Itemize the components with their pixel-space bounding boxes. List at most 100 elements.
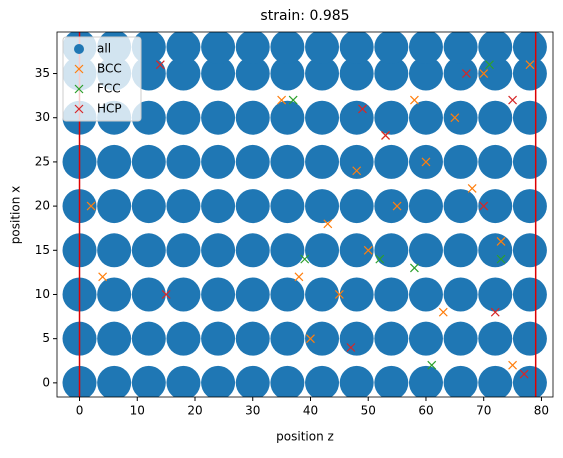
point [235, 56, 270, 91]
series-all [62, 32, 547, 397]
x-tick-label: 30 [245, 404, 260, 418]
legend-label: BCC [97, 62, 122, 76]
marker [479, 201, 489, 211]
marker [438, 307, 448, 317]
point [235, 277, 270, 312]
point [408, 277, 443, 312]
point [512, 189, 547, 224]
point [374, 189, 409, 224]
point [339, 144, 374, 179]
point [443, 100, 478, 135]
marker [409, 95, 419, 105]
marker [479, 69, 489, 78]
point [270, 321, 305, 356]
point [235, 189, 270, 224]
point [166, 233, 201, 268]
marker [409, 263, 419, 273]
point [512, 277, 547, 312]
point [270, 100, 305, 135]
x-tick-label: 10 [130, 404, 145, 418]
point [270, 277, 305, 312]
point [131, 189, 166, 224]
point [443, 32, 478, 65]
point [166, 32, 201, 65]
point [339, 32, 374, 65]
marker [508, 360, 518, 370]
point [270, 365, 305, 397]
point [166, 365, 201, 397]
marker [334, 290, 344, 299]
point [235, 233, 270, 268]
point [166, 321, 201, 356]
point [166, 189, 201, 224]
point [201, 56, 236, 91]
point [478, 56, 513, 91]
point [478, 233, 513, 268]
point [97, 277, 132, 312]
axes-frame [56, 31, 554, 398]
marker [461, 69, 471, 78]
point [443, 233, 478, 268]
point [166, 277, 201, 312]
point [478, 144, 513, 179]
point [339, 56, 374, 91]
marker [375, 254, 385, 264]
point [131, 144, 166, 179]
point [443, 56, 478, 91]
series-bcc [86, 60, 535, 370]
marker [306, 334, 315, 344]
point [235, 100, 270, 135]
series-hcp [155, 60, 529, 379]
point [374, 100, 409, 135]
legend-box [62, 36, 142, 122]
point [201, 32, 236, 65]
point [305, 277, 340, 312]
point [374, 32, 409, 65]
point [512, 233, 547, 268]
point [374, 277, 409, 312]
point [408, 233, 443, 268]
plot-area [62, 32, 547, 397]
point [305, 233, 340, 268]
marker [346, 343, 356, 352]
marker [392, 201, 402, 211]
point [443, 365, 478, 397]
marker [300, 254, 310, 264]
point [201, 189, 236, 224]
point [443, 189, 478, 224]
x-tick-label: 20 [187, 404, 202, 418]
point [374, 56, 409, 91]
point [270, 56, 305, 91]
point [235, 32, 270, 65]
point [131, 365, 166, 397]
point [270, 144, 305, 179]
point [512, 365, 547, 397]
point [374, 233, 409, 268]
point [305, 321, 340, 356]
point [339, 189, 374, 224]
point [270, 189, 305, 224]
point [235, 144, 270, 179]
chart-title: strain: 0.985 [260, 8, 349, 24]
point [512, 321, 547, 356]
x-tick-label: 70 [476, 404, 491, 418]
point [305, 144, 340, 179]
y-axis-label: position x [9, 186, 23, 244]
point [201, 277, 236, 312]
legend: all BCC FCC HCP [62, 36, 142, 122]
point [305, 100, 340, 135]
y-tick-label: 0 [42, 375, 50, 389]
legend-label: HCP [97, 102, 122, 116]
point [201, 365, 236, 397]
point [443, 321, 478, 356]
point [374, 321, 409, 356]
point [201, 233, 236, 268]
marker [323, 219, 333, 229]
point [512, 144, 547, 179]
point [478, 321, 513, 356]
point [339, 277, 374, 312]
marker [490, 307, 500, 317]
point [270, 233, 305, 268]
marker [74, 104, 84, 114]
